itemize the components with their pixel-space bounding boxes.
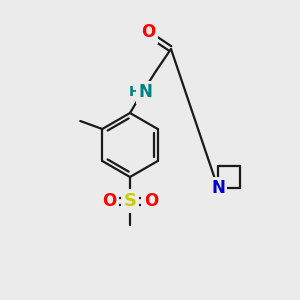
Text: S: S [124, 192, 136, 210]
Text: H: H [129, 85, 141, 99]
Text: N: N [211, 179, 225, 197]
Text: O: O [141, 23, 155, 41]
Text: N: N [138, 83, 152, 101]
Text: O: O [102, 192, 116, 210]
Text: O: O [144, 192, 158, 210]
